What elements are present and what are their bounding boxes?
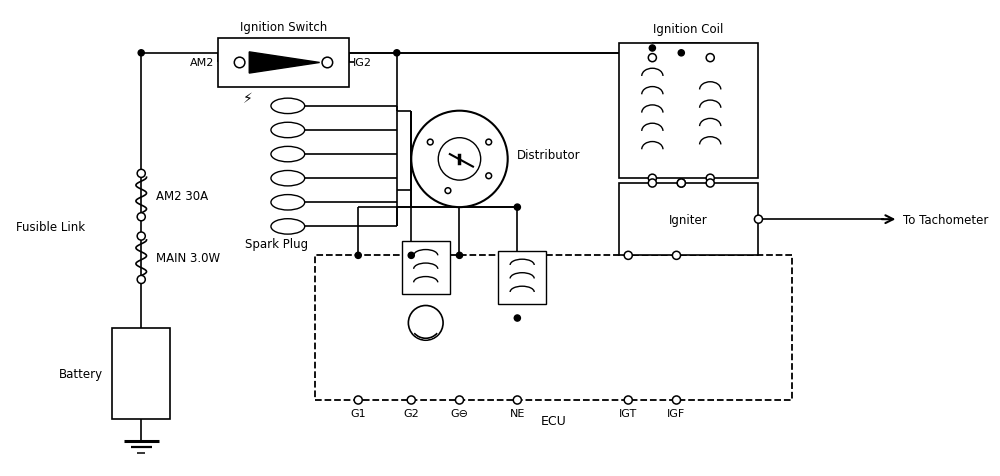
Circle shape xyxy=(408,253,414,259)
Bar xyxy=(498,251,546,304)
Circle shape xyxy=(322,58,333,69)
Bar xyxy=(112,328,170,419)
Polygon shape xyxy=(249,53,320,74)
Circle shape xyxy=(486,174,492,179)
Bar xyxy=(315,256,792,400)
Circle shape xyxy=(455,396,464,404)
Circle shape xyxy=(411,111,508,208)
Ellipse shape xyxy=(271,147,305,162)
Circle shape xyxy=(677,179,685,188)
Circle shape xyxy=(486,140,492,146)
Text: Battery: Battery xyxy=(59,367,103,380)
Circle shape xyxy=(137,232,145,240)
Circle shape xyxy=(706,179,714,188)
Text: AM2: AM2 xyxy=(190,59,215,69)
Text: Fusible Link: Fusible Link xyxy=(16,220,85,233)
Circle shape xyxy=(445,188,451,194)
Bar xyxy=(619,184,758,256)
Bar xyxy=(402,241,450,294)
Circle shape xyxy=(234,58,245,69)
Ellipse shape xyxy=(271,195,305,210)
Text: NE: NE xyxy=(510,408,525,418)
Circle shape xyxy=(427,140,433,146)
Text: G1: G1 xyxy=(350,408,366,418)
Circle shape xyxy=(706,175,714,183)
Text: To Tachometer: To Tachometer xyxy=(903,213,988,226)
Circle shape xyxy=(408,306,443,340)
Circle shape xyxy=(514,205,520,211)
Text: Ignition Switch: Ignition Switch xyxy=(240,20,327,33)
Circle shape xyxy=(649,46,655,52)
Circle shape xyxy=(678,50,684,57)
Circle shape xyxy=(648,54,656,62)
Ellipse shape xyxy=(271,99,305,114)
Text: AM2 30A: AM2 30A xyxy=(156,189,208,202)
Circle shape xyxy=(624,252,632,260)
Circle shape xyxy=(648,179,656,188)
Circle shape xyxy=(677,179,685,188)
Bar xyxy=(619,44,758,179)
Circle shape xyxy=(438,139,481,181)
Bar xyxy=(218,39,349,88)
Text: Distributor: Distributor xyxy=(517,148,581,161)
Text: ECU: ECU xyxy=(541,415,566,427)
Ellipse shape xyxy=(271,171,305,187)
Circle shape xyxy=(394,50,400,57)
Text: Igniter: Igniter xyxy=(669,213,708,226)
Text: MAIN 3.0W: MAIN 3.0W xyxy=(156,252,220,265)
Circle shape xyxy=(624,396,632,404)
Text: G⊖: G⊖ xyxy=(450,408,468,418)
Circle shape xyxy=(672,252,681,260)
Text: IG2: IG2 xyxy=(352,59,371,69)
Circle shape xyxy=(706,54,714,62)
Circle shape xyxy=(137,276,145,284)
Circle shape xyxy=(407,396,415,404)
Circle shape xyxy=(138,50,144,57)
Circle shape xyxy=(355,253,361,259)
Circle shape xyxy=(137,213,145,221)
Text: IGT: IGT xyxy=(619,408,637,418)
Circle shape xyxy=(672,396,681,404)
Text: ⚡: ⚡ xyxy=(242,92,252,106)
Circle shape xyxy=(648,175,656,183)
Circle shape xyxy=(354,396,362,404)
Circle shape xyxy=(514,315,520,321)
Text: Spark Plug: Spark Plug xyxy=(245,238,308,251)
Circle shape xyxy=(456,253,463,259)
Circle shape xyxy=(513,396,521,404)
Circle shape xyxy=(754,216,762,224)
Text: IGF: IGF xyxy=(667,408,686,418)
Ellipse shape xyxy=(271,123,305,139)
Text: Ignition Coil: Ignition Coil xyxy=(653,23,724,36)
Circle shape xyxy=(137,170,145,178)
Text: G2: G2 xyxy=(403,408,419,418)
Ellipse shape xyxy=(271,219,305,235)
